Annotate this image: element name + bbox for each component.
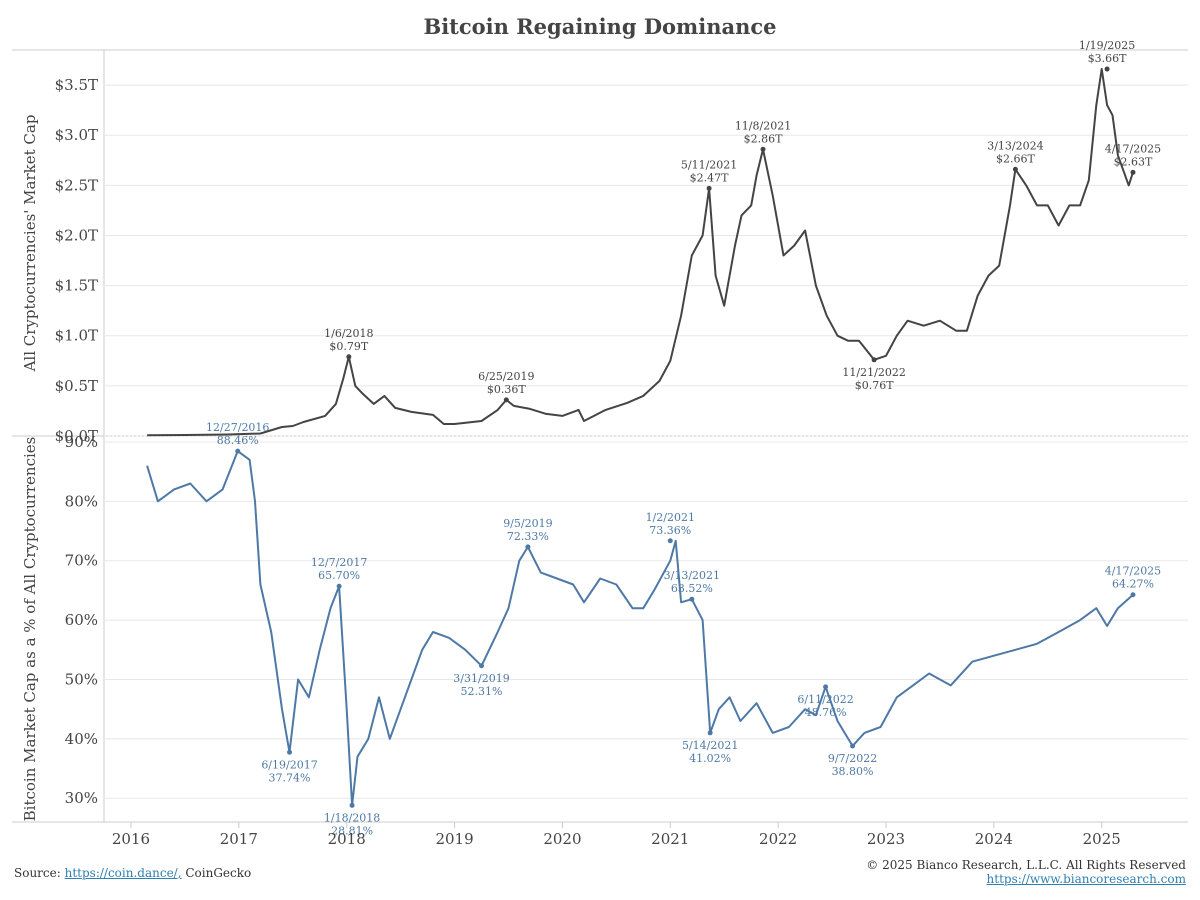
- annotation-date: 5/14/2021: [682, 739, 738, 752]
- annotation-value: $3.66T: [1088, 52, 1127, 65]
- x-tick-label: 2024: [975, 830, 1013, 848]
- annotation-point: [1130, 592, 1136, 598]
- annotation-point: [503, 397, 509, 403]
- annotation-value: $2.63T: [1114, 155, 1153, 168]
- source-note: Source: https://coin.dance/, CoinGecko: [14, 866, 251, 880]
- annotation-value: 48.76%: [805, 706, 847, 719]
- source-other: CoinGecko: [185, 866, 252, 880]
- source-link[interactable]: https://coin.dance/,: [64, 866, 182, 880]
- x-tick-label: 2017: [220, 830, 258, 848]
- annotation-date: 3/13/2021: [664, 569, 720, 582]
- annotation-date: 4/17/2025: [1105, 565, 1161, 578]
- annotation-value: 38.80%: [832, 765, 874, 778]
- x-tick-label: 2019: [435, 830, 473, 848]
- y-axis-title: Bitcoin Market Cap as a % of All Cryptoc…: [21, 437, 39, 822]
- annotation-date: 1/19/2025: [1079, 39, 1135, 52]
- x-tick-label: 2021: [651, 830, 689, 848]
- source-label: Source:: [14, 866, 61, 880]
- annotation-point: [850, 743, 856, 749]
- annotation-value: 52.31%: [461, 685, 503, 698]
- annotation-date: 4/17/2025: [1105, 142, 1161, 155]
- annotation-value: 63.52%: [671, 582, 713, 595]
- annotation-value: 37.74%: [269, 771, 311, 784]
- annotation-value: $0.76T: [855, 379, 894, 392]
- y-tick-label: $3.5T: [55, 76, 98, 94]
- annotation-date: 1/18/2018: [324, 811, 380, 824]
- y-tick-label: $2.5T: [55, 176, 98, 194]
- y-tick-label: 70%: [65, 552, 98, 570]
- annotation-point: [1104, 66, 1110, 72]
- annotation-value: $0.36T: [487, 383, 526, 396]
- y-tick-label: $1.5T: [55, 277, 98, 295]
- website-link[interactable]: https://www.biancoresearch.com: [986, 872, 1186, 886]
- x-tick-label: 2022: [759, 830, 797, 848]
- copyright-note: © 2025 Bianco Research, L.L.C. All Right…: [866, 858, 1186, 886]
- annotation-date: 1/2/2021: [646, 511, 695, 524]
- annotation-point: [1130, 169, 1136, 175]
- annotation-point: [479, 663, 485, 669]
- annotation-point: [823, 684, 829, 690]
- annotation-value: $2.66T: [996, 152, 1035, 165]
- annotation-point: [235, 448, 241, 454]
- annotation-date: 6/19/2017: [261, 758, 317, 771]
- annotation-value: $0.79T: [329, 340, 368, 353]
- series-line: [147, 68, 1134, 437]
- annotation-point: [349, 802, 355, 808]
- annotation-date: 5/11/2021: [681, 158, 737, 171]
- annotation-point: [706, 185, 712, 191]
- y-axis-title: All Cryptocurrencies' Market Cap: [21, 115, 39, 373]
- y-tick-label: $2.0T: [55, 226, 98, 244]
- annotation-point: [689, 596, 695, 602]
- x-tick-label: 2025: [1083, 830, 1121, 848]
- y-tick-label: 90%: [65, 433, 98, 451]
- annotation-point: [1012, 166, 1018, 172]
- annotation-date: 6/25/2019: [478, 370, 534, 383]
- y-tick-label: $3.0T: [55, 126, 98, 144]
- annotation-value: 41.02%: [689, 752, 731, 765]
- y-tick-label: $0.0T: [55, 427, 98, 445]
- annotation-date: 9/7/2022: [828, 752, 877, 765]
- annotation-value: 28.81%: [331, 824, 373, 837]
- annotation-point: [760, 146, 766, 152]
- copyright-text: © 2025 Bianco Research, L.L.C. All Right…: [866, 858, 1186, 872]
- annotation-point: [287, 749, 293, 755]
- x-tick-label: 2016: [112, 830, 150, 848]
- y-tick-label: 30%: [65, 789, 98, 807]
- annotation-point: [871, 357, 877, 363]
- annotation-date: 1/6/2018: [324, 327, 373, 340]
- y-tick-label: $0.5T: [55, 377, 98, 395]
- annotation-value: 73.36%: [649, 524, 691, 537]
- y-tick-label: $1.0T: [55, 327, 98, 345]
- annotation-date: 6/11/2022: [797, 693, 853, 706]
- y-tick-label: 60%: [65, 611, 98, 629]
- annotation-date: 3/13/2024: [987, 139, 1043, 152]
- annotation-value: $2.47T: [690, 171, 729, 184]
- annotation-date: 11/8/2021: [735, 119, 791, 132]
- x-tick-label: 2023: [867, 830, 905, 848]
- y-tick-label: 40%: [65, 730, 98, 748]
- y-tick-label: 80%: [65, 492, 98, 510]
- chart-title: Bitcoin Regaining Dominance: [423, 14, 777, 39]
- annotation-value: 65.70%: [318, 569, 360, 582]
- annotation-date: 12/7/2017: [311, 556, 367, 569]
- x-tick-label: 2018: [328, 830, 366, 848]
- annotation-point: [336, 583, 342, 589]
- annotation-value: 64.27%: [1112, 578, 1154, 591]
- x-tick-label: 2020: [543, 830, 581, 848]
- annotation-point: [667, 538, 673, 544]
- annotation-date: 12/27/2016: [206, 421, 269, 434]
- series-line: [146, 450, 1134, 807]
- annotation-value: 72.33%: [507, 530, 549, 543]
- annotation-value: 88.46%: [217, 434, 259, 447]
- annotation-point: [346, 354, 352, 360]
- annotation-date: 9/5/2019: [503, 517, 552, 530]
- y-tick-label: 50%: [65, 670, 98, 688]
- annotation-date: 11/21/2022: [842, 366, 905, 379]
- annotation-value: $2.86T: [744, 132, 783, 145]
- annotation-point: [707, 730, 713, 736]
- annotation-point: [525, 544, 531, 550]
- annotation-date: 3/31/2019: [453, 672, 509, 685]
